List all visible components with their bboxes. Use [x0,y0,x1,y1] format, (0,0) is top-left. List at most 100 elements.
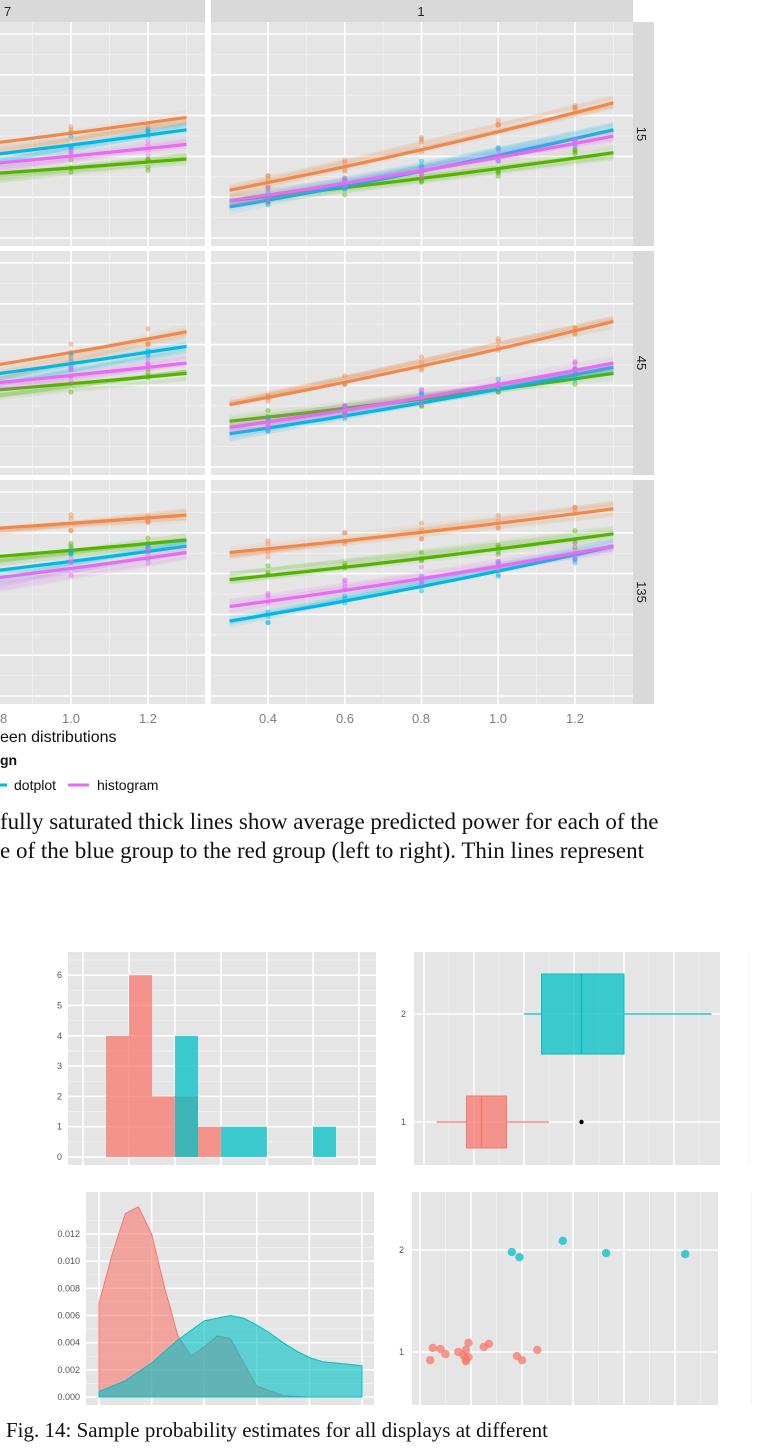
hist-y-tick: 2 [57,1091,62,1101]
series-point-histogram [418,387,425,393]
series-point-histogram [495,558,501,564]
series-ribbon-green [0,377,187,400]
series-point-orange [145,125,151,131]
series-ribbon-histogram [0,142,187,173]
series-ribbon-orange [229,105,614,198]
series-point-dotplot [342,175,348,181]
x-tick-right-1: 0.6 [336,711,354,726]
series-point-orange [145,128,151,134]
series-ribbon-orange [0,508,187,536]
series-point-green [68,169,74,175]
series-ribbon-green [0,160,187,183]
x-tick-right-4: 1.2 [566,711,584,726]
series-ribbon-orange [0,121,187,151]
series-ribbon-orange [229,500,614,551]
series-ribbon-orange [0,334,187,375]
series-point-green [572,147,578,153]
series-ribbon-green [229,156,614,208]
series-point-orange [68,527,74,533]
series-point-green [265,186,271,192]
series-point-green [265,407,271,414]
series-point-green [572,539,578,545]
series-point-orange [68,512,74,518]
series-point-orange [495,121,501,127]
series-point-orange [418,136,425,142]
series-ribbon-orange [0,515,187,532]
series-point-histogram [418,387,425,393]
series-point-green [572,149,578,155]
series-point-histogram [572,137,578,143]
series-ribbon-histogram [0,144,187,167]
series-ribbon-orange [0,509,187,536]
series-point-dotplot [572,377,578,383]
series-ribbon-orange [229,318,614,405]
series-point-green [342,192,348,198]
series-line-orange [0,330,187,366]
facet-panel-1 [211,22,633,246]
series-point-green [418,179,425,185]
series-point-green [68,543,74,549]
series-point-green [145,545,151,551]
density-y-tick: 0.000 [57,1392,80,1402]
row-strip-15-label: 15 [634,127,649,141]
series-point-orange [145,519,151,525]
series-ribbon-orange [0,117,187,151]
series-ribbon-orange [229,95,614,192]
series-point-orange [572,105,578,111]
series-point-dotplot [495,376,501,382]
series-ribbon-dotplot [0,346,187,385]
caption-line-1: fully saturated thick lines show average… [0,809,659,834]
series-point-dotplot [572,556,578,563]
series-ribbon-green [0,542,187,562]
series-line-green [229,532,614,582]
panel-bg [412,1192,718,1405]
facet-panel-bg [0,22,205,246]
hist-bar [106,1035,129,1157]
facet-panel-4 [0,480,205,704]
series-point-dotplot [418,390,425,396]
series-point-green [572,147,578,153]
series-point-dotplot [145,543,151,549]
series-line-histogram [229,361,614,430]
series-point-orange [265,398,271,404]
series-point-orange [418,536,425,542]
series-line-histogram [0,550,187,580]
series-point-histogram [572,556,578,563]
series-point-histogram [495,384,501,391]
row-strip-135-label: 135 [634,581,649,603]
series-point-green [572,544,578,550]
series-point-orange [342,530,348,536]
series-ribbon-orange [229,316,614,406]
series-point-green [145,167,151,174]
series-point-histogram [145,138,151,144]
series-point-dotplot [495,158,501,164]
series-ribbon-dotplot [0,122,187,163]
col-strip-right-label: 1 [417,4,424,19]
series-ribbon-histogram [229,128,614,209]
hist-bar [313,1126,336,1157]
series-point-dotplot [265,416,271,422]
series-ribbon-dotplot [0,346,187,387]
density-y-tick: 0.002 [57,1365,80,1375]
series-ribbon-histogram [229,139,614,207]
scatter-point [441,1349,450,1359]
series-line-orange [229,507,614,555]
series-ribbon-orange [0,119,187,157]
series-point-orange [342,541,348,547]
series-ribbon-orange [0,116,187,157]
series-point-histogram [145,560,151,567]
series-point-green [495,542,501,548]
scatter-y-tick: 1 [399,1347,404,1357]
series-point-histogram [342,411,348,417]
series-point-dotplot [495,573,501,579]
series-ribbon-dotplot [0,129,187,161]
series-ribbon-orange [229,324,614,402]
row-strip-45-label: 45 [634,356,649,370]
series-ribbon-orange [229,500,614,560]
series-point-histogram [265,425,271,431]
series-line-histogram [229,544,614,609]
series-point-orange [572,504,578,510]
series-line-orange [0,115,187,144]
series-point-orange [572,331,578,337]
series-point-dotplot [68,551,74,557]
